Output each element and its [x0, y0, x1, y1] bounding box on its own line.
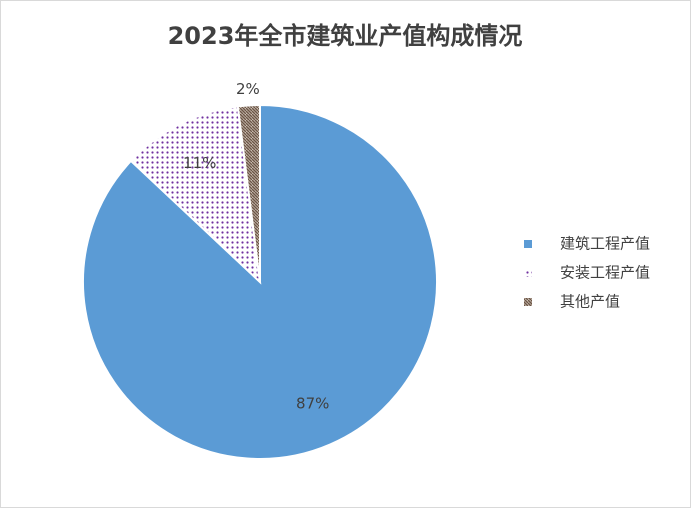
legend-label: 建筑工程产值 — [560, 235, 650, 253]
legend-swatch — [524, 269, 532, 277]
data-label: 87% — [296, 394, 329, 412]
legend-label: 其他产值 — [560, 293, 620, 311]
data-label: 2% — [236, 80, 260, 98]
legend-label: 安装工程产值 — [560, 264, 650, 282]
pie-slice — [82, 103, 438, 460]
legend-swatch — [524, 298, 532, 306]
legend-swatch — [524, 240, 532, 248]
pie-slice — [236, 103, 261, 283]
data-label: 11% — [183, 154, 216, 172]
pie-slice — [129, 105, 262, 285]
chart-title: 2023年全市建筑业产值构成情况 — [168, 22, 523, 50]
